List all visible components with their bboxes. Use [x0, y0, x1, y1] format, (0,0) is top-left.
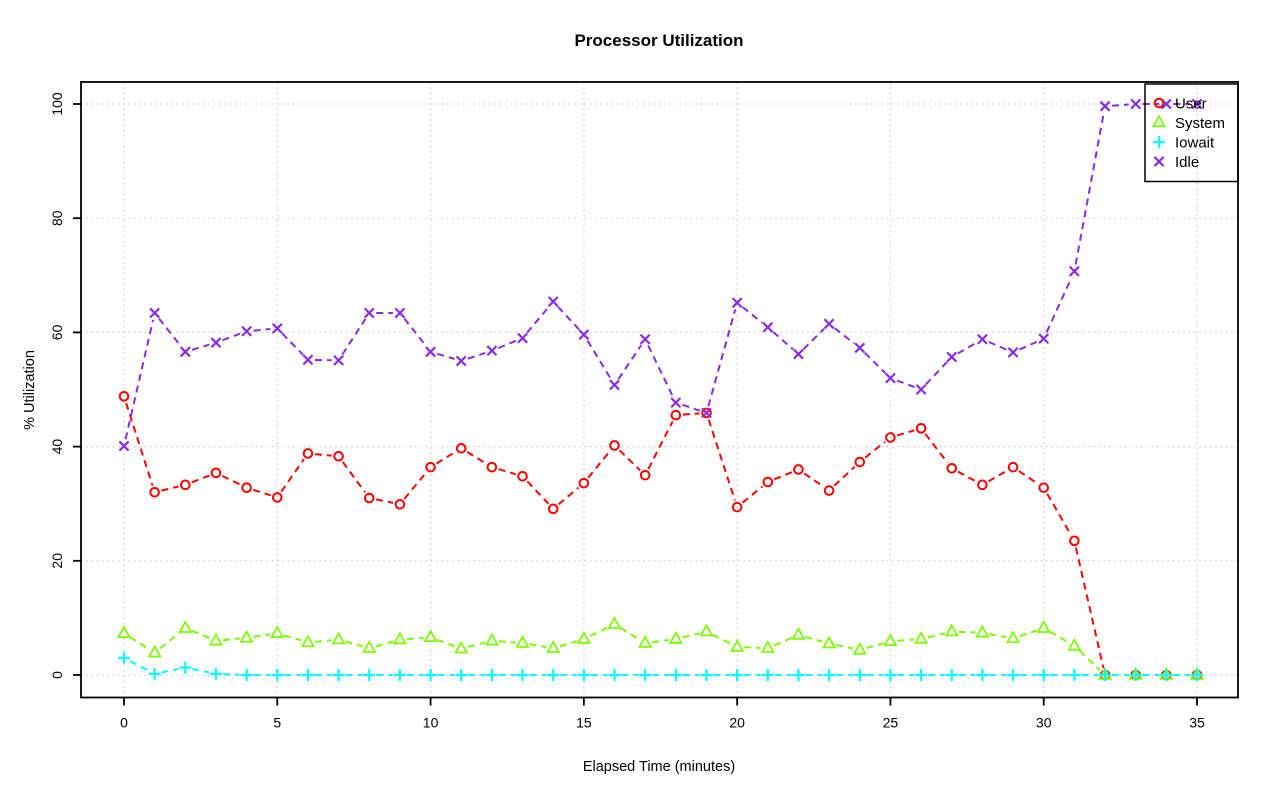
y-tick-label: 20 — [49, 553, 65, 569]
series-system — [116, 616, 1205, 680]
x-tick-label: 25 — [883, 715, 899, 731]
x-tick-label: 5 — [273, 715, 281, 731]
legend-marker-user — [1153, 97, 1165, 109]
x-tick-label: 10 — [423, 715, 439, 731]
series-idle — [118, 98, 1203, 452]
x-tick-label: 30 — [1036, 715, 1052, 731]
y-tick-label: 100 — [49, 92, 65, 116]
chart-title: Processor Utilization — [574, 31, 744, 50]
x-tick-label: 15 — [576, 715, 592, 731]
x-axis: 0 5 10 15 20 25 30 35 — [120, 697, 1205, 731]
legend-box — [1144, 83, 1239, 183]
y-tick-label: 0 — [49, 671, 65, 679]
y-tick-label: 40 — [49, 439, 65, 455]
legend-marker-iowait — [1153, 136, 1165, 148]
legend-label-system: System — [1175, 115, 1225, 132]
x-tick-label: 20 — [729, 715, 745, 731]
legend-label-iowait: Iowait — [1175, 135, 1215, 152]
x-tick-label: 0 — [120, 715, 128, 731]
x-tick-label: 35 — [1189, 715, 1205, 731]
legend: User System Iowait Idle — [1144, 83, 1239, 183]
y-axis-label: % Utilization — [22, 350, 38, 430]
legend-label-idle: Idle — [1175, 154, 1199, 171]
series-iowait — [118, 651, 1203, 681]
legend-marker-idle — [1153, 156, 1165, 167]
legend-marker-system — [1151, 114, 1167, 128]
y-axis: 0 20 40 60 80 100 — [49, 92, 81, 679]
y-tick-label: 80 — [49, 210, 65, 226]
plot-box — [80, 81, 1239, 699]
legend-label-user: User — [1175, 96, 1207, 113]
grid — [81, 82, 1238, 698]
x-axis-label: Elapsed Time (minutes) — [582, 759, 736, 775]
y-tick-label: 60 — [49, 324, 65, 340]
